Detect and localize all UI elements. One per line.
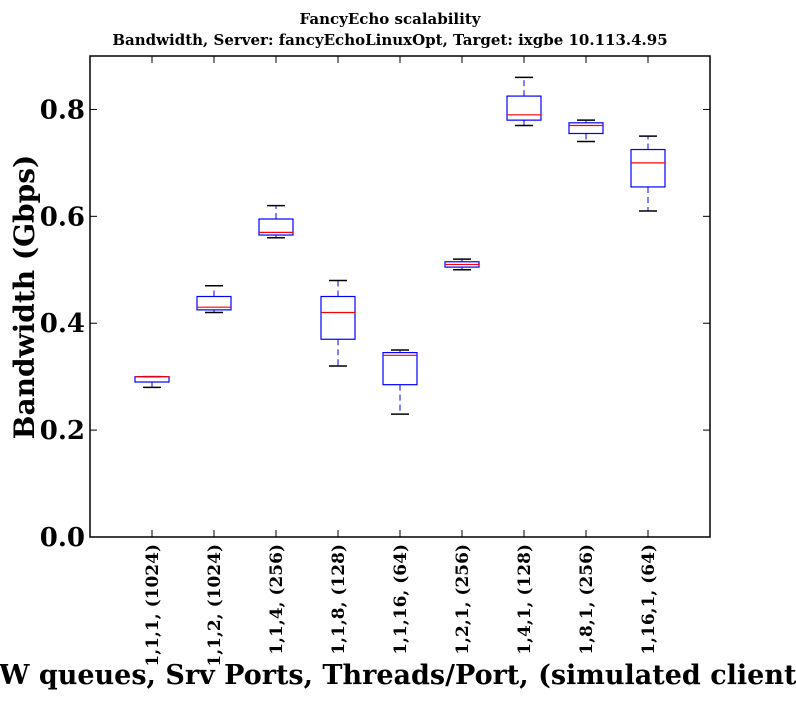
box-4 — [320, 279, 356, 367]
x-tick-label: 1,1,1, (1024) — [143, 544, 163, 667]
iqr-box — [382, 352, 418, 386]
y-tick-label: 0.4 — [40, 309, 85, 339]
iqr-box — [568, 122, 604, 135]
x-tick-label: 1,1,16, (64) — [391, 544, 411, 655]
x-tick-label: 1,16,1, (64) — [639, 544, 659, 655]
x-tick-label: 1,1,4, (256) — [267, 544, 287, 655]
x-tick-label: 1,2,1, (256) — [453, 544, 473, 655]
x-tick-label: 1,8,1, (256) — [577, 544, 597, 655]
y-tick-label: 0.6 — [40, 202, 85, 232]
box-5 — [382, 349, 418, 415]
x-tick-label: 1,1,8, (128) — [329, 544, 349, 655]
box-8 — [568, 119, 604, 143]
box-7 — [506, 76, 542, 127]
chart-subtitle: Bandwidth, Server: fancyEchoLinuxOpt, Ta… — [112, 31, 667, 49]
iqr-box — [506, 95, 542, 121]
iqr-box — [320, 295, 356, 340]
box-9 — [630, 135, 666, 212]
axes-frame — [89, 55, 711, 538]
iqr-box — [630, 148, 666, 188]
x-tick-label: 1,4,1, (128) — [515, 544, 535, 655]
box-2 — [196, 285, 232, 314]
iqr-box — [258, 218, 294, 236]
box-3 — [258, 204, 294, 239]
plot-area — [134, 76, 666, 415]
y-axis: 0.0 0.2 0.4 0.6 0.8 — [40, 95, 710, 553]
iqr-box — [134, 376, 170, 383]
x-axis-label: HW queues, Srv Ports, Threads/Port, (sim… — [0, 660, 796, 691]
chart-title: FancyEcho scalability — [300, 10, 482, 28]
y-axis-label: Bandwidth (Gbps) — [8, 155, 41, 439]
iqr-box — [196, 295, 232, 311]
y-tick-label: 0.2 — [40, 416, 85, 446]
y-tick-label: 0.8 — [40, 95, 85, 125]
box-6 — [444, 258, 480, 271]
box-1 — [134, 375, 170, 389]
x-axis: 1,1,1, (1024) 1,1,2, (1024) 1,1,4, (256) 1,… — [143, 56, 659, 667]
x-tick-label: 1,1,2, (1024) — [205, 544, 225, 667]
y-tick-label: 0.0 — [40, 523, 85, 553]
